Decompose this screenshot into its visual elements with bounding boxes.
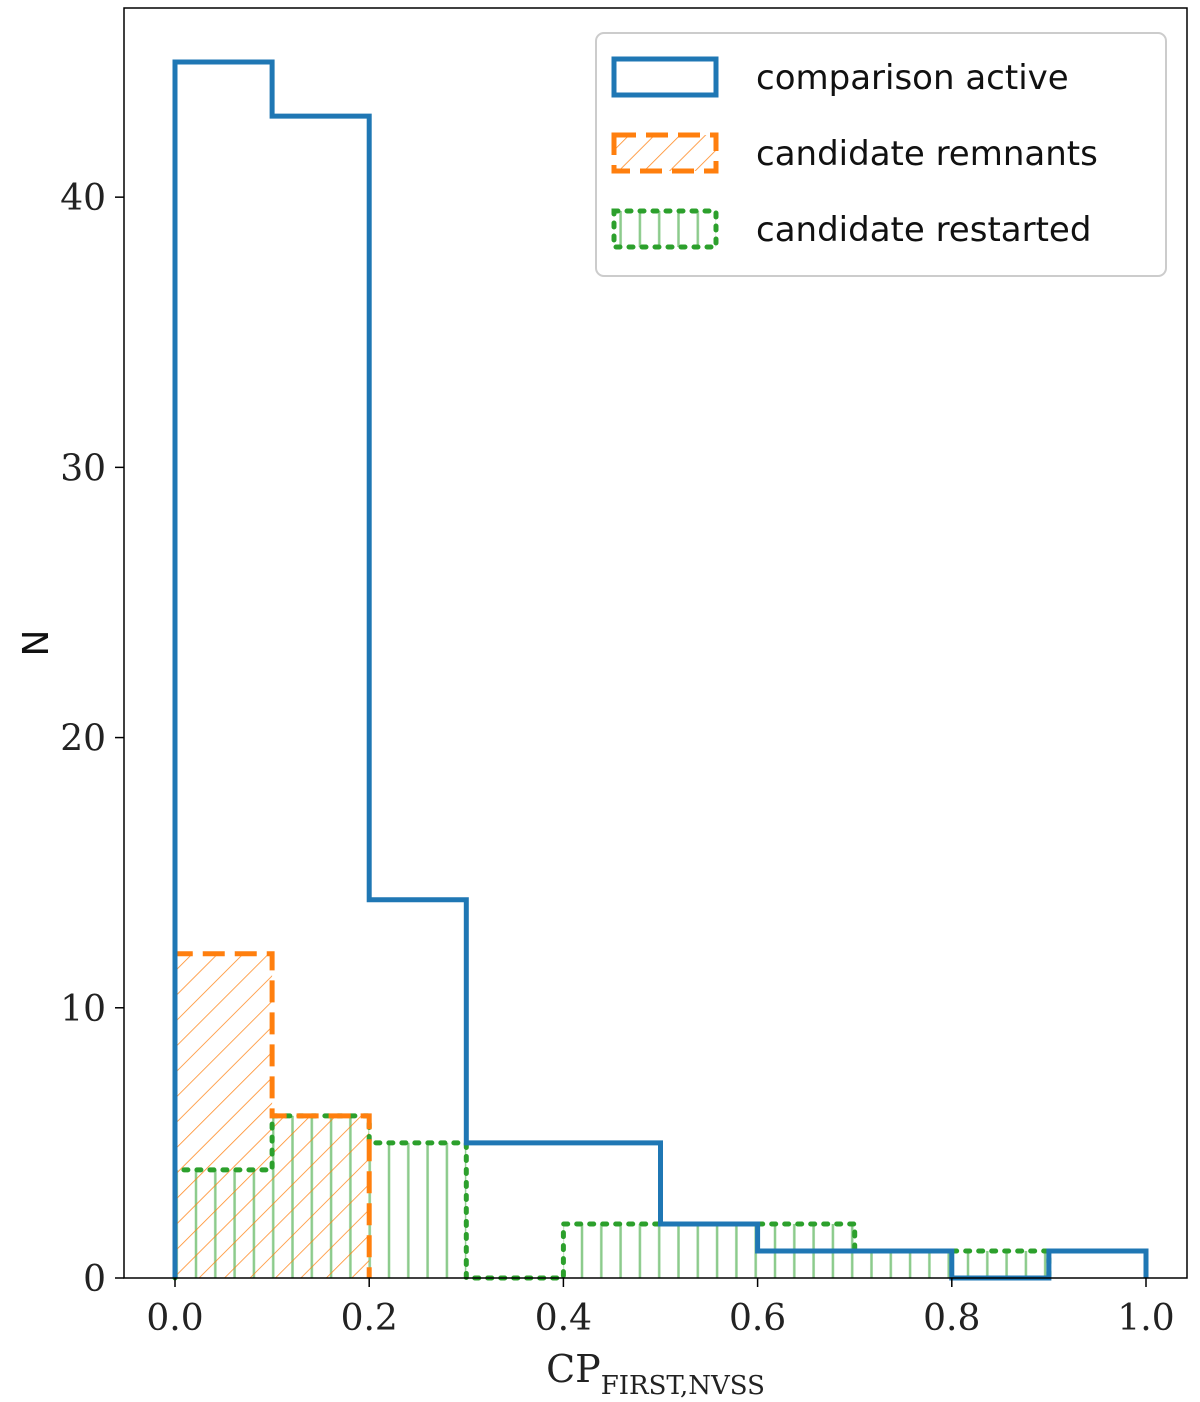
candidate-restarted-bar-7	[854, 1250, 952, 1278]
hatch-fills	[175, 953, 1049, 1278]
candidate-remnants-bar-1	[272, 1115, 370, 1278]
x-axis-label: CPFIRST,NVSS	[546, 1347, 765, 1401]
legend: comparison active candidate remnants candi…	[595, 32, 1167, 277]
y-tick-label-2: 20	[60, 719, 106, 760]
x-tick-label-5: 1.0	[1117, 1298, 1174, 1339]
y-tick-label-1: 10	[60, 989, 106, 1030]
candidate-remnants-bar-0	[175, 953, 273, 1278]
legend-box	[595, 32, 1167, 277]
x-tick-label-0: 0.0	[146, 1298, 203, 1339]
legend-swatch-candidate-restarted	[611, 208, 719, 250]
x-axis-label-main: CP	[546, 1347, 601, 1391]
y-axis-label: N	[16, 630, 57, 657]
candidate-restarted-bar-5	[660, 1223, 758, 1278]
legend-swatch-fill-candidate-restarted	[614, 211, 716, 247]
candidate-restarted-bar-4	[563, 1223, 661, 1278]
legend-label-candidate-remnants: candidate remnants	[756, 134, 1098, 174]
plot-frame	[123, 7, 1188, 1279]
x-axis: 0.0 0.2 0.4 0.6 0.8 1.0	[146, 1278, 1175, 1339]
candidate-restarted-bar-2	[369, 1142, 467, 1278]
x-tick-label-2: 0.4	[535, 1298, 592, 1339]
y-tick-label-3: 30	[60, 448, 106, 489]
legend-swatch-candidate-remnants	[611, 132, 719, 174]
legend-swatch-fill-candidate-remnants	[614, 135, 716, 171]
legend-label-comparison-active: comparison active	[756, 58, 1069, 98]
y-axis: 0 10 20 30 40	[60, 178, 124, 1300]
y-tick-label-0: 0	[83, 1259, 106, 1300]
legend-label-candidate-restarted: candidate restarted	[756, 210, 1091, 250]
x-axis-label-subscript: FIRST,NVSS	[601, 1371, 765, 1401]
x-tick-label-4: 0.8	[923, 1298, 980, 1339]
y-tick-label-4: 40	[60, 178, 106, 219]
x-tick-label-1: 0.2	[341, 1298, 398, 1339]
legend-swatch-comparison-active	[611, 56, 719, 98]
x-tick-label-3: 0.6	[729, 1298, 786, 1339]
candidate-restarted-bar-8	[951, 1250, 1049, 1278]
